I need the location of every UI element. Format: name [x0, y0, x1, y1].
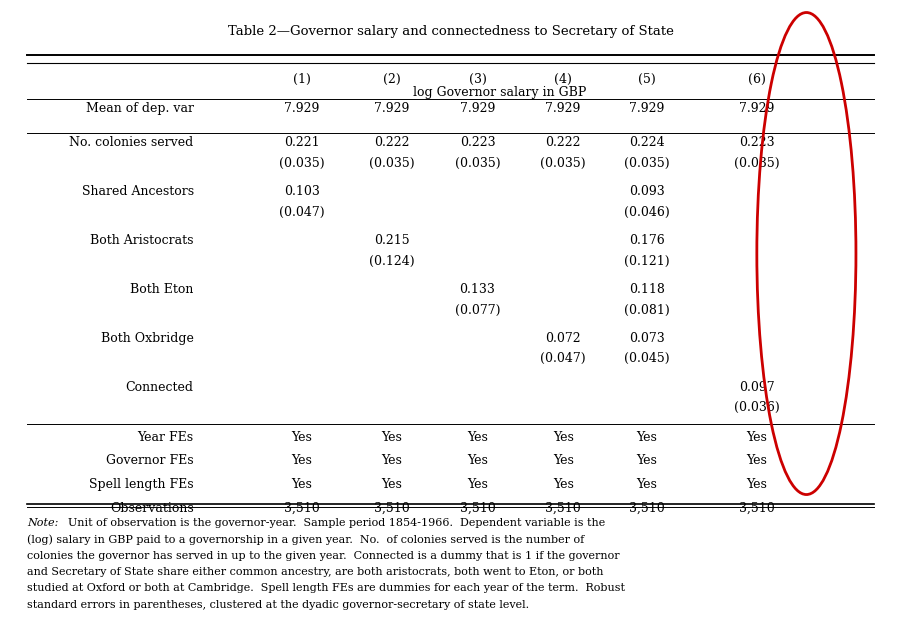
Text: 7.929: 7.929	[739, 102, 775, 115]
Text: Both Oxbridge: Both Oxbridge	[101, 332, 194, 345]
Text: Governor FEs: Governor FEs	[106, 454, 194, 468]
Text: Yes: Yes	[552, 478, 574, 491]
Text: 0.222: 0.222	[545, 136, 581, 150]
Text: (0.046): (0.046)	[624, 206, 669, 219]
Text: 0.224: 0.224	[629, 136, 665, 150]
Text: Yes: Yes	[291, 431, 313, 444]
Text: Yes: Yes	[467, 478, 488, 491]
Text: 7.929: 7.929	[545, 102, 581, 115]
Text: Table 2—Governor salary and connectedness to Secretary of State: Table 2—Governor salary and connectednes…	[228, 25, 673, 38]
Text: Shared Ancestors: Shared Ancestors	[82, 185, 194, 198]
Text: (6): (6)	[748, 73, 766, 86]
Text: and Secretary of State share either common ancestry, are both aristocrats, both : and Secretary of State share either comm…	[27, 567, 604, 577]
Text: 3,510: 3,510	[629, 502, 665, 515]
Text: 0.072: 0.072	[545, 332, 581, 345]
Text: Yes: Yes	[636, 478, 658, 491]
Text: studied at Oxford or both at Cambridge.  Spell length FEs are dummies for each y: studied at Oxford or both at Cambridge. …	[27, 583, 625, 593]
Text: 0.133: 0.133	[460, 283, 496, 296]
Text: (0.045): (0.045)	[624, 352, 669, 366]
Text: 3,510: 3,510	[545, 502, 581, 515]
Text: 0.176: 0.176	[629, 234, 665, 247]
Text: Both Eton: Both Eton	[131, 283, 194, 296]
Text: Spell length FEs: Spell length FEs	[89, 478, 194, 491]
Text: Yes: Yes	[552, 431, 574, 444]
Text: 0.073: 0.073	[629, 332, 665, 345]
Text: Yes: Yes	[381, 454, 403, 468]
Text: 3,510: 3,510	[739, 502, 775, 515]
Text: Yes: Yes	[746, 454, 768, 468]
Text: Yes: Yes	[636, 454, 658, 468]
Text: Both Aristocrats: Both Aristocrats	[90, 234, 194, 247]
Text: Yes: Yes	[636, 431, 658, 444]
Text: (0.121): (0.121)	[624, 255, 669, 268]
Text: 7.929: 7.929	[284, 102, 320, 115]
Text: log Governor salary in GBP: log Governor salary in GBP	[414, 86, 587, 100]
Text: (0.077): (0.077)	[455, 304, 500, 317]
Text: (0.047): (0.047)	[541, 352, 586, 366]
Text: 0.103: 0.103	[284, 185, 320, 198]
Text: Yes: Yes	[381, 431, 403, 444]
Text: Yes: Yes	[467, 454, 488, 468]
Text: Note:: Note:	[27, 518, 59, 528]
Text: 0.093: 0.093	[629, 185, 665, 198]
Text: Connected: Connected	[126, 381, 194, 394]
Text: Yes: Yes	[291, 454, 313, 468]
Text: Mean of dep. var: Mean of dep. var	[86, 102, 194, 115]
Text: (0.036): (0.036)	[734, 401, 779, 414]
Text: colonies the governor has served in up to the given year.  Connected is a dummy : colonies the governor has served in up t…	[27, 551, 620, 561]
Text: (0.047): (0.047)	[279, 206, 324, 219]
Text: (0.035): (0.035)	[369, 157, 414, 170]
Text: (4): (4)	[554, 73, 572, 86]
Text: 3,510: 3,510	[460, 502, 496, 515]
Text: (0.035): (0.035)	[734, 157, 779, 170]
Text: 7.929: 7.929	[374, 102, 410, 115]
Text: 0.222: 0.222	[374, 136, 410, 150]
Text: standard errors in parentheses, clustered at the dyadic governor-secretary of st: standard errors in parentheses, clustere…	[27, 600, 529, 610]
Text: (1): (1)	[293, 73, 311, 86]
Text: Year FEs: Year FEs	[138, 431, 194, 444]
Text: (0.081): (0.081)	[624, 304, 669, 317]
Text: 0.223: 0.223	[460, 136, 496, 150]
Text: 7.929: 7.929	[460, 102, 496, 115]
Text: 3,510: 3,510	[284, 502, 320, 515]
Text: (log) salary in GBP paid to a governorship in a given year.  No.  of colonies se: (log) salary in GBP paid to a governorsh…	[27, 535, 584, 545]
Text: (3): (3)	[469, 73, 487, 86]
Text: Yes: Yes	[746, 478, 768, 491]
Text: 0.118: 0.118	[629, 283, 665, 296]
Text: Yes: Yes	[381, 478, 403, 491]
Text: Unit of observation is the governor-year.  Sample period 1854-1966.  Dependent v: Unit of observation is the governor-year…	[61, 518, 605, 528]
Text: 0.221: 0.221	[284, 136, 320, 150]
Text: Yes: Yes	[291, 478, 313, 491]
Text: Yes: Yes	[552, 454, 574, 468]
Text: (0.124): (0.124)	[369, 255, 414, 268]
Text: Yes: Yes	[467, 431, 488, 444]
Text: (2): (2)	[383, 73, 401, 86]
Text: 0.215: 0.215	[374, 234, 410, 247]
Text: 0.223: 0.223	[739, 136, 775, 150]
Text: No. colonies served: No. colonies served	[69, 136, 194, 150]
Text: Observations: Observations	[110, 502, 194, 515]
Text: (0.035): (0.035)	[541, 157, 586, 170]
Text: (0.035): (0.035)	[624, 157, 669, 170]
Text: (5): (5)	[638, 73, 656, 86]
Text: 3,510: 3,510	[374, 502, 410, 515]
Text: Yes: Yes	[746, 431, 768, 444]
Text: 0.097: 0.097	[739, 381, 775, 394]
Text: (0.035): (0.035)	[279, 157, 324, 170]
Text: (0.035): (0.035)	[455, 157, 500, 170]
Text: 7.929: 7.929	[629, 102, 665, 115]
